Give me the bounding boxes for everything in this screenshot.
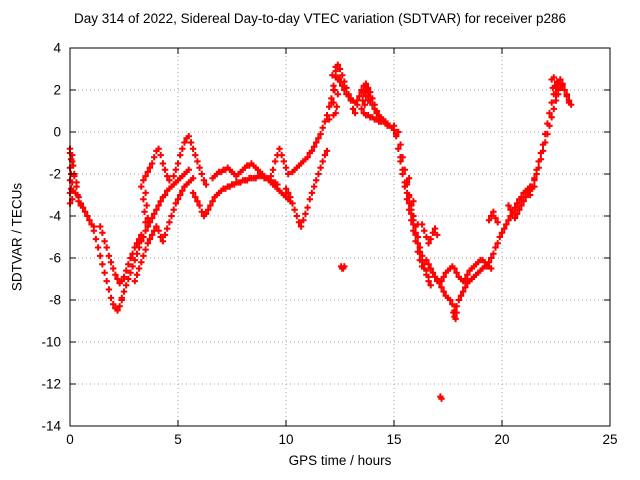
svg-text:-14: -14	[41, 419, 61, 434]
svg-text:-12: -12	[41, 377, 61, 392]
svg-text:10: 10	[278, 432, 293, 447]
svg-text:4: 4	[53, 41, 61, 56]
svg-text:-2: -2	[49, 167, 61, 182]
svg-text:20: 20	[494, 432, 509, 447]
x-axis-label: GPS time / hours	[288, 453, 392, 468]
svg-text:-4: -4	[49, 209, 61, 224]
svg-text:-10: -10	[41, 335, 61, 350]
svg-text:2: 2	[53, 83, 61, 98]
tick-labels: 0 5 10 15 20 25 -14 -12 -10 -8 -6 -4 -2 0 2 4	[41, 41, 617, 448]
svg-text:-6: -6	[49, 251, 61, 266]
svg-text:5: 5	[174, 432, 182, 447]
scatter-points	[66, 61, 575, 402]
chart-title: Day 314 of 2022, Sidereal Day-to-day VTE…	[74, 11, 566, 26]
svg-text:0: 0	[66, 432, 74, 447]
svg-text:0: 0	[53, 125, 61, 140]
svg-text:15: 15	[386, 432, 401, 447]
svg-text:25: 25	[602, 432, 617, 447]
tick-marks	[69, 47, 611, 427]
svg-text:-8: -8	[49, 293, 61, 308]
plot-border	[69, 47, 611, 427]
grid-lines	[69, 47, 611, 427]
